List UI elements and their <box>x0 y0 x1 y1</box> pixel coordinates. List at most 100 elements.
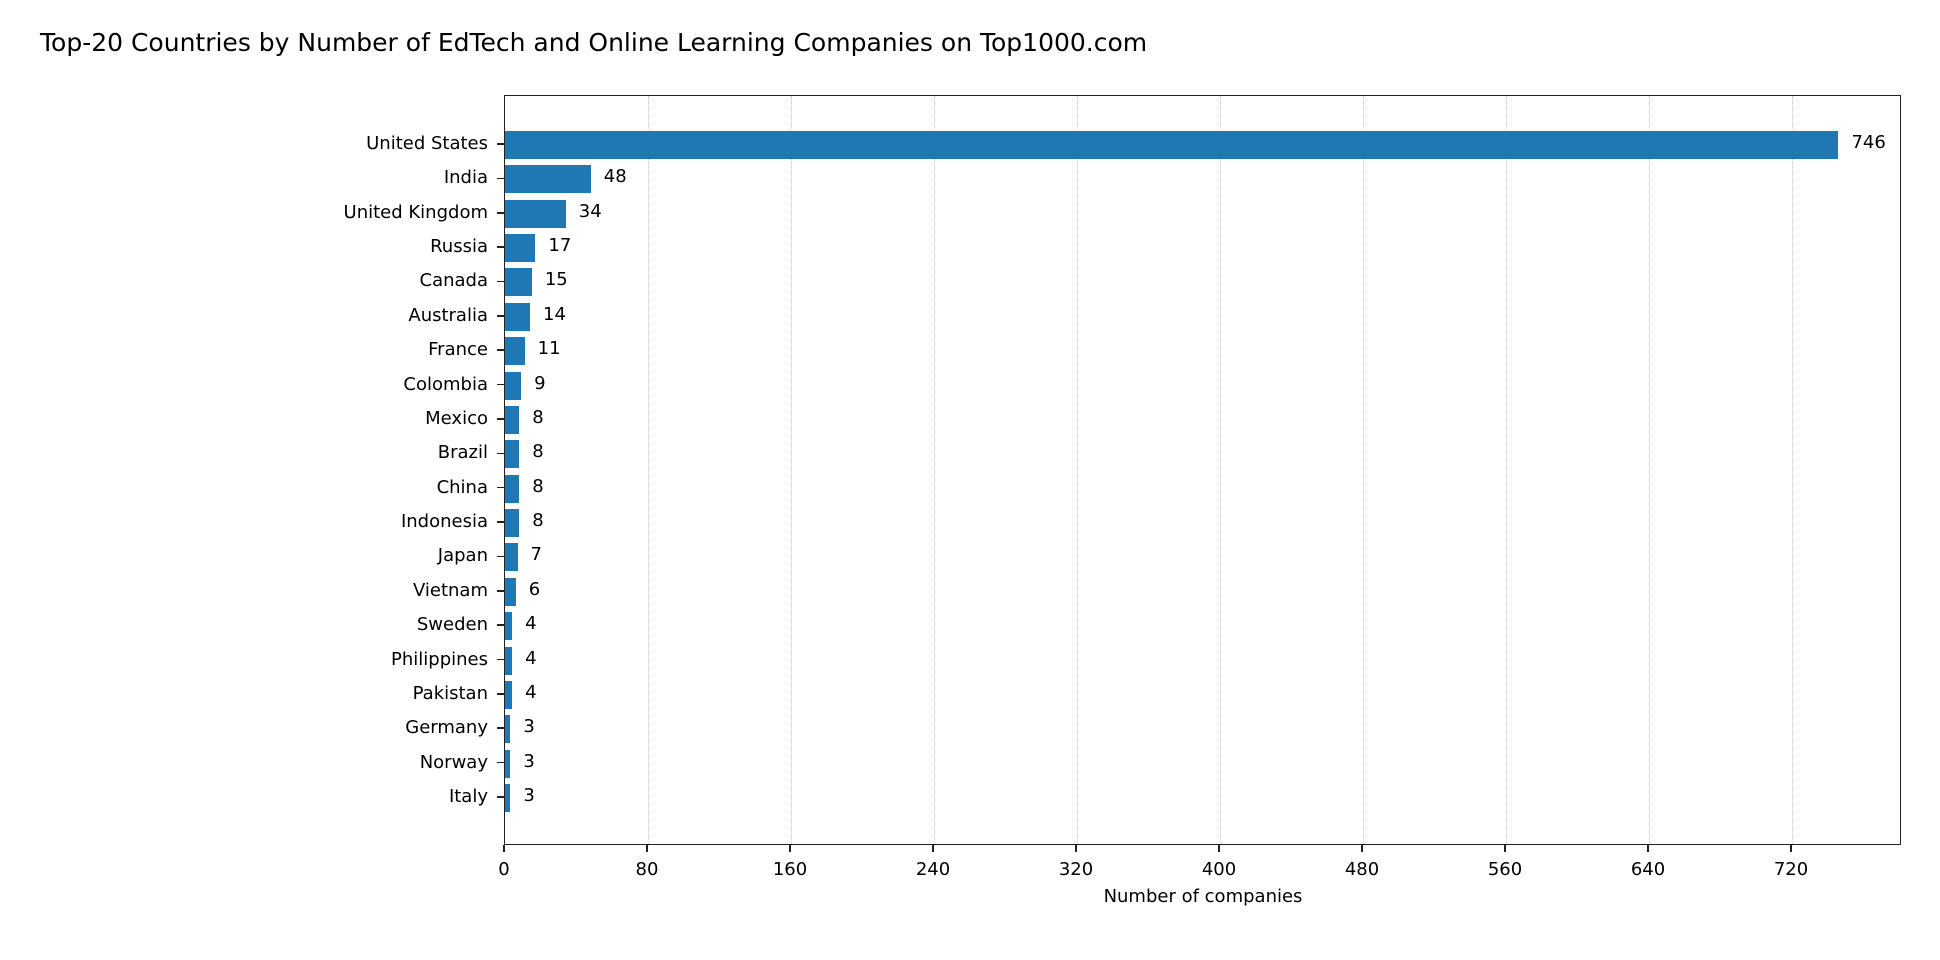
bar-value-label: 4 <box>525 681 537 703</box>
bar-value-label: 3 <box>523 785 535 806</box>
y-tick <box>497 383 504 386</box>
y-tick-label: Japan <box>437 545 488 567</box>
bar-value-label: 6 <box>528 578 541 600</box>
y-tick-label: Germany <box>405 717 488 739</box>
bar <box>505 337 525 366</box>
y-tick <box>497 761 504 764</box>
y-tick-label: United Kingdom <box>343 201 488 223</box>
x-tick-label: 320 <box>1058 859 1094 880</box>
chart-title: Top-20 Countries by Number of EdTech and… <box>40 28 1148 57</box>
x-tick-label: 240 <box>915 859 951 880</box>
plot-area: 746 48 34 17 15 14 11 9 8 8 8 8 7 6 4 4 4 3 3 3 <box>504 95 1901 845</box>
bar-value-label: 34 <box>578 200 602 222</box>
bar <box>505 577 516 606</box>
bar <box>505 543 518 572</box>
bar-value-label: 8 <box>532 441 544 463</box>
bar-value-label: 9 <box>534 372 546 394</box>
x-tick-label: 560 <box>1487 859 1523 880</box>
x-gridline <box>791 96 792 844</box>
y-tick-label: Australia <box>408 304 488 326</box>
bar-value-label: 3 <box>523 716 535 738</box>
bar-value-label: 15 <box>544 269 568 291</box>
x-tick <box>1647 845 1649 852</box>
bar-value-label: 7 <box>530 544 542 566</box>
x-tick <box>1504 845 1506 852</box>
y-tick <box>497 315 504 317</box>
y-tick-label: Colombia <box>403 373 488 395</box>
y-tick-label: India <box>443 167 488 189</box>
bar <box>505 680 513 709</box>
y-tick <box>497 796 504 798</box>
y-tick <box>497 486 504 489</box>
x-tick <box>932 845 934 852</box>
bar <box>505 199 566 228</box>
x-tick <box>503 845 505 852</box>
x-gridline <box>1077 96 1078 844</box>
bar-value-label: 4 <box>525 647 537 669</box>
bar-value-label: 48 <box>603 166 627 188</box>
y-tick-label: Indonesia <box>400 511 488 533</box>
bar <box>505 715 511 744</box>
y-tick-label: Pakistan <box>412 682 488 704</box>
x-gridline <box>1649 96 1650 844</box>
x-tick <box>789 845 791 852</box>
x-tick <box>1218 845 1220 852</box>
x-tick-label: 80 <box>635 859 659 880</box>
bar <box>505 302 531 331</box>
y-tick-label: Russia <box>430 236 488 258</box>
y-tick <box>497 177 504 180</box>
bar <box>505 474 520 503</box>
x-gridline <box>1792 96 1793 844</box>
x-tick <box>646 845 648 852</box>
bar-value-label: 8 <box>532 475 544 497</box>
x-tick-label: 160 <box>772 859 808 880</box>
y-tick <box>497 589 504 592</box>
bar <box>505 371 522 400</box>
y-tick <box>497 280 504 283</box>
y-tick-label: United States <box>366 133 488 154</box>
x-tick <box>1361 845 1363 852</box>
y-tick <box>497 246 504 248</box>
bar-value-label: 4 <box>525 613 537 635</box>
bar <box>505 612 513 641</box>
y-tick-label: Brazil <box>437 442 488 464</box>
y-tick <box>497 521 504 523</box>
y-tick-label: Vietnam <box>412 579 488 601</box>
bar-value-label: 8 <box>532 406 544 428</box>
y-tick-label: Canada <box>419 270 489 292</box>
bar <box>505 268 532 297</box>
bar <box>505 131 1839 159</box>
x-gridline <box>1220 96 1221 844</box>
y-tick-label: France <box>428 339 488 361</box>
x-gridline <box>648 96 649 844</box>
bar <box>505 749 511 778</box>
bar-value-label: 3 <box>523 750 535 772</box>
bar <box>505 165 591 194</box>
y-tick-label: Philippines <box>391 648 488 670</box>
bar <box>505 440 520 469</box>
x-tick-label: 0 <box>498 859 510 880</box>
x-gridline <box>934 96 935 844</box>
y-tick-label: Italy <box>448 786 488 807</box>
x-tick-label: 720 <box>1773 859 1809 880</box>
y-tick-label: Norway <box>419 751 488 773</box>
bar-value-label: 14 <box>543 303 566 325</box>
y-tick <box>497 211 504 214</box>
y-tick <box>497 418 504 420</box>
y-tick <box>497 693 504 695</box>
y-tick <box>497 143 504 145</box>
bar <box>505 646 513 675</box>
y-tick <box>497 624 504 626</box>
y-tick <box>497 452 504 455</box>
y-tick-label: China <box>436 476 488 498</box>
y-tick <box>497 349 504 351</box>
y-tick <box>497 555 504 558</box>
x-tick-label: 400 <box>1201 859 1237 880</box>
x-axis-title: Number of companies <box>1103 886 1303 907</box>
x-tick <box>1790 845 1792 852</box>
x-tick <box>1075 845 1077 852</box>
y-tick-label: Mexico <box>425 407 488 429</box>
bar <box>505 784 511 812</box>
bar-value-label: 17 <box>548 235 572 257</box>
x-tick-label: 480 <box>1344 859 1380 880</box>
